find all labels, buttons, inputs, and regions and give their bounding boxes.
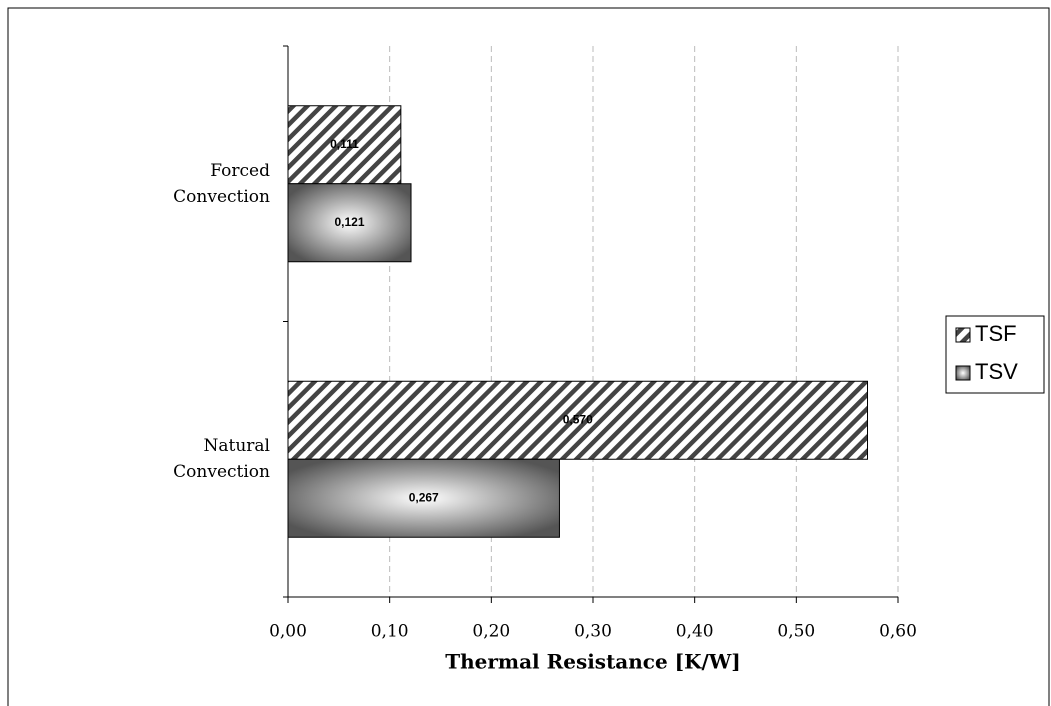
- y-tick-label: Natural Convection: [173, 436, 270, 483]
- value-label: 0,267: [409, 490, 439, 504]
- x-tick-label: 0,20: [472, 622, 510, 642]
- legend-label: TSV: [975, 359, 1018, 384]
- x-tick-label: 0,50: [777, 622, 815, 642]
- x-axis-title: Thermal Resistance [K/W]: [445, 650, 741, 674]
- x-tick-label: 0,00: [269, 622, 307, 642]
- y-tick-label: Forced Convection: [173, 160, 270, 207]
- bar: [287, 105, 402, 185]
- x-tick-label: 0,10: [371, 622, 409, 642]
- legend-swatch: [955, 327, 971, 343]
- x-tick-label: 0,60: [879, 622, 917, 642]
- bar: [287, 458, 560, 538]
- value-label: 0,111: [330, 137, 359, 151]
- frame: [7, 7, 1050, 706]
- legend-label: TSF: [975, 321, 1017, 346]
- legend-swatch: [955, 365, 971, 381]
- bar: [287, 183, 412, 263]
- legend: TSF TSV: [945, 315, 1045, 394]
- value-label: 0,570: [563, 412, 593, 426]
- x-tick-label: 0,40: [676, 622, 714, 642]
- value-label: 0,121: [334, 215, 364, 229]
- bar: [287, 380, 868, 460]
- x-tick-label: 0,30: [574, 622, 612, 642]
